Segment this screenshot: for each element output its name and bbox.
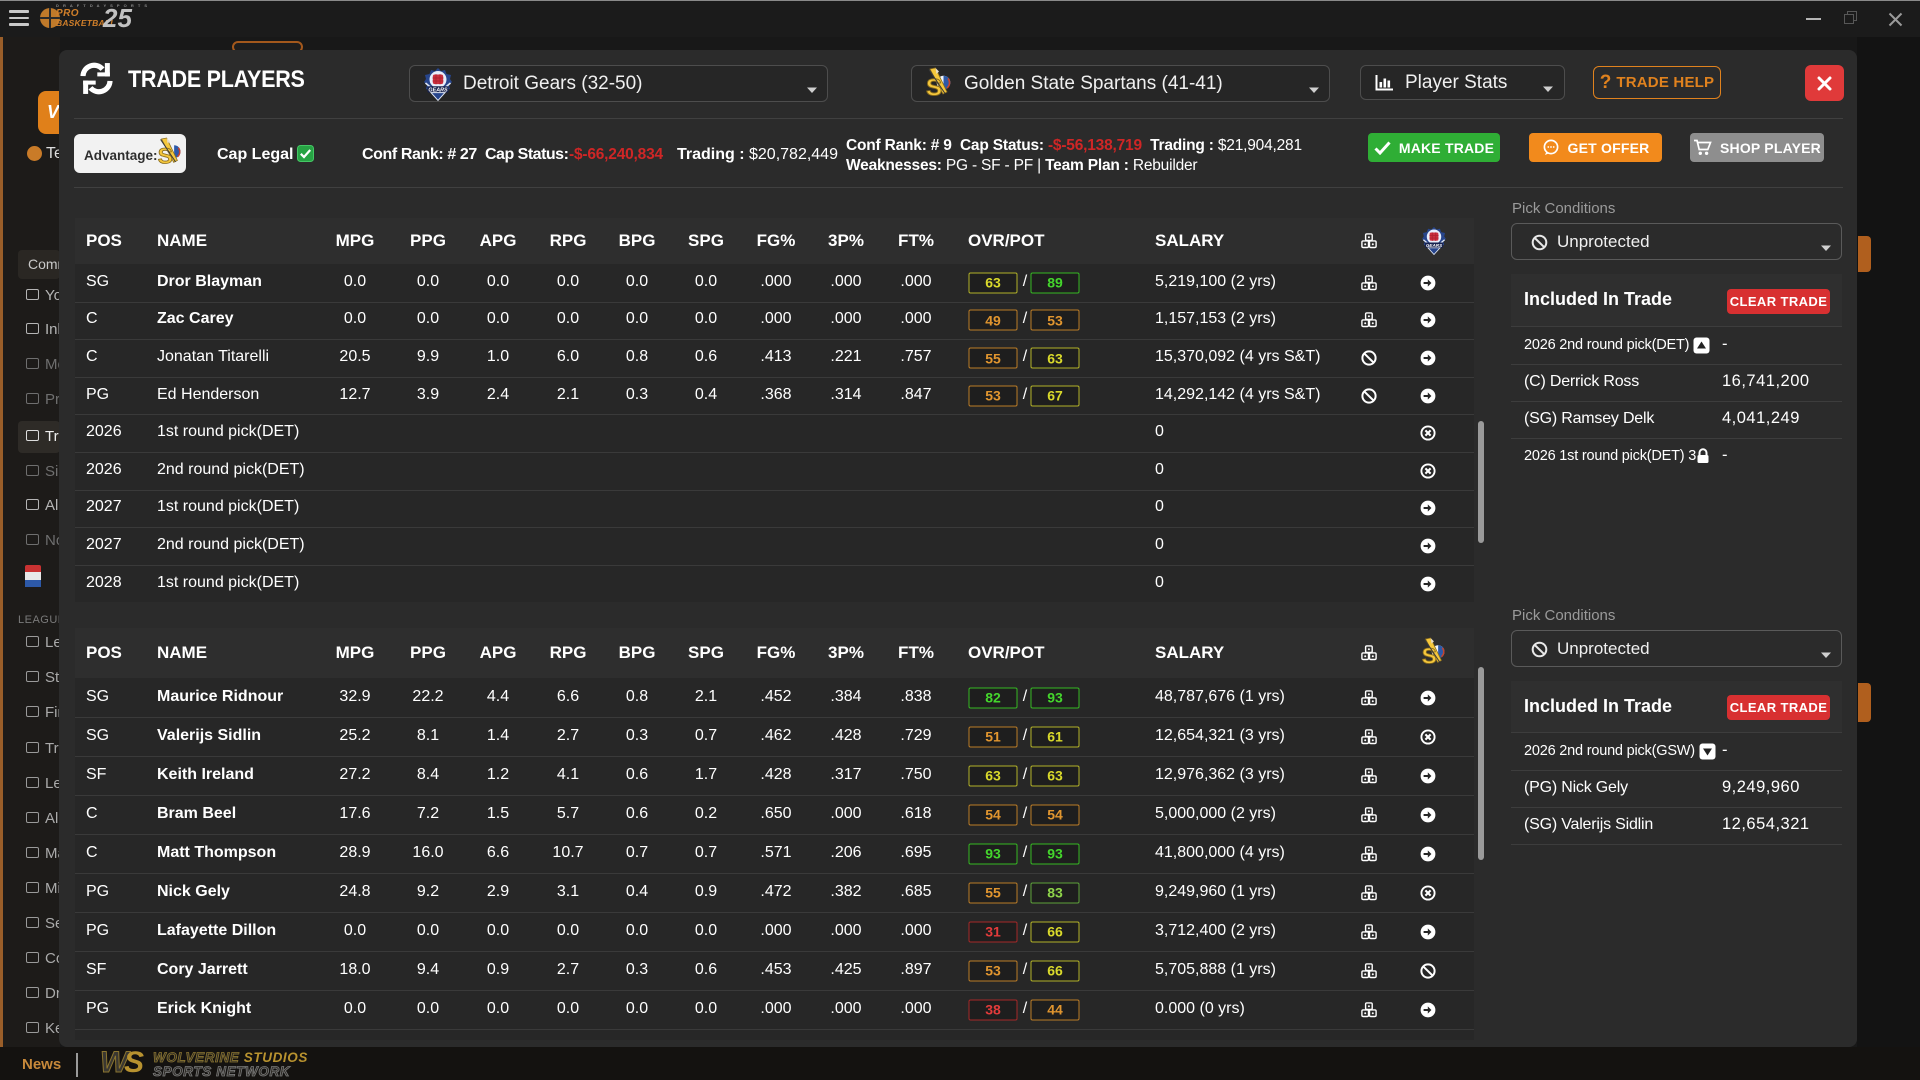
svg-text:GEARS: GEARS xyxy=(1426,243,1442,248)
svg-text:S: S xyxy=(926,75,942,102)
svg-text:S: S xyxy=(1422,644,1437,669)
svg-text:GEARS: GEARS xyxy=(428,87,448,93)
svg-text:S: S xyxy=(158,144,173,169)
